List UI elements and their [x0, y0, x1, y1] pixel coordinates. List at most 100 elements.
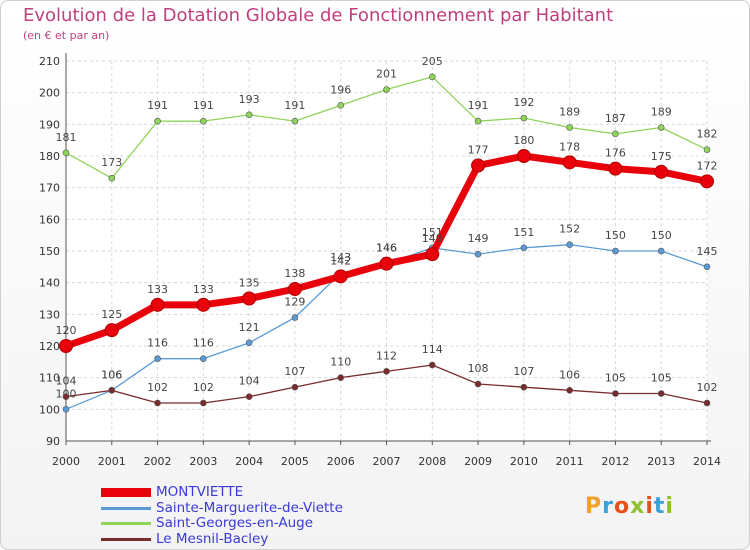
- data-point: [566, 124, 573, 131]
- data-point: [337, 102, 345, 109]
- data-point: [612, 390, 619, 397]
- data-point: [428, 361, 436, 369]
- data-label: 102: [697, 381, 718, 394]
- data-point: [703, 399, 711, 407]
- data-point: [383, 368, 390, 375]
- data-point: [291, 314, 299, 321]
- x-tick-label: 2012: [601, 455, 629, 468]
- x-tick-label: 2003: [189, 455, 217, 468]
- data-label: 138: [284, 267, 305, 280]
- data-point: [425, 247, 440, 262]
- data-point: [657, 390, 665, 397]
- y-tick-label: 140: [39, 277, 60, 290]
- data-label: 143: [330, 251, 351, 264]
- data-point: [520, 114, 528, 122]
- data-point: [654, 164, 669, 179]
- y-tick-label: 190: [39, 118, 60, 131]
- data-label: 145: [697, 245, 718, 258]
- y-tick-label: 200: [39, 87, 60, 100]
- x-tick-label: 2005: [281, 455, 309, 468]
- data-label: 192: [513, 96, 534, 109]
- data-label: 191: [193, 99, 214, 112]
- data-label: 112: [376, 349, 397, 362]
- data-label: 150: [651, 229, 672, 242]
- data-point: [520, 244, 528, 252]
- data-point: [154, 355, 161, 362]
- logo-letter: i: [665, 494, 674, 519]
- data-point: [200, 355, 207, 362]
- x-tick-label: 2000: [52, 455, 80, 468]
- data-label: 193: [239, 93, 260, 106]
- logo-letter: r: [602, 494, 614, 519]
- data-point: [516, 149, 531, 163]
- legend-swatch: [101, 506, 151, 510]
- data-label: 180: [513, 134, 534, 147]
- data-point: [291, 383, 299, 391]
- x-tick-label: 2013: [647, 455, 675, 468]
- data-label: 114: [422, 343, 443, 356]
- data-label: 191: [468, 99, 489, 112]
- y-tick-label: 110: [39, 372, 60, 385]
- x-tick-label: 2007: [373, 455, 401, 468]
- legend-label: Saint-Georges-en-Auge: [156, 515, 314, 531]
- data-point: [612, 130, 619, 138]
- y-tick-label: 210: [39, 55, 60, 68]
- data-label: 189: [559, 106, 580, 119]
- data-point: [150, 297, 165, 312]
- data-label: 150: [605, 229, 626, 242]
- data-point: [59, 339, 73, 353]
- data-label: 205: [422, 55, 443, 68]
- x-tick-label: 2002: [144, 455, 172, 468]
- data-point: [154, 117, 161, 125]
- data-label: 146: [376, 242, 397, 255]
- data-point: [291, 117, 299, 125]
- data-point: [474, 250, 482, 258]
- data-label: 175: [651, 150, 672, 163]
- x-tick-label: 2006: [327, 455, 355, 468]
- data-point: [520, 383, 528, 391]
- data-point: [379, 256, 394, 271]
- logo-letter: x: [630, 494, 646, 519]
- data-label: 125: [101, 308, 122, 321]
- data-label: 105: [651, 372, 672, 385]
- data-label: 177: [468, 144, 489, 157]
- data-label: 102: [147, 381, 168, 394]
- data-point: [200, 399, 207, 407]
- chart-subtitle: (en € et par an): [23, 29, 110, 42]
- y-tick-label: 150: [39, 245, 60, 258]
- data-point: [108, 387, 116, 394]
- data-point: [245, 339, 253, 347]
- logo-letter: i: [645, 494, 654, 519]
- data-point: [337, 374, 345, 381]
- logo-letter: P: [585, 494, 603, 519]
- legend-swatch: [101, 537, 151, 541]
- x-tick-label: 2014: [693, 455, 721, 468]
- legend-swatch: [101, 488, 151, 497]
- data-point: [471, 158, 486, 173]
- data-label: 189: [651, 106, 672, 119]
- data-label: 110: [330, 356, 351, 369]
- legend-label: Sainte-Marguerite-de-Viette: [156, 499, 343, 516]
- data-label: 191: [147, 99, 168, 112]
- data-label: 106: [559, 368, 580, 381]
- data-point: [566, 387, 573, 394]
- data-point: [242, 291, 257, 306]
- data-point: [200, 117, 207, 125]
- y-tick-label: 160: [39, 213, 60, 226]
- data-label: 182: [697, 128, 718, 141]
- chart-title: Evolution de la Dotation Globale de Fonc…: [23, 5, 614, 26]
- data-point: [196, 297, 211, 312]
- data-label: 116: [193, 337, 214, 350]
- data-label: 146: [376, 242, 397, 255]
- data-label: 149: [468, 232, 489, 245]
- data-label: 201: [376, 68, 397, 81]
- data-label: 106: [101, 368, 122, 381]
- data-point: [703, 146, 711, 153]
- data-label: 187: [605, 112, 626, 125]
- data-point: [104, 323, 119, 338]
- data-point: [108, 174, 116, 182]
- data-label: 152: [559, 223, 580, 236]
- proxiti-logo: Proxiti: [585, 494, 674, 519]
